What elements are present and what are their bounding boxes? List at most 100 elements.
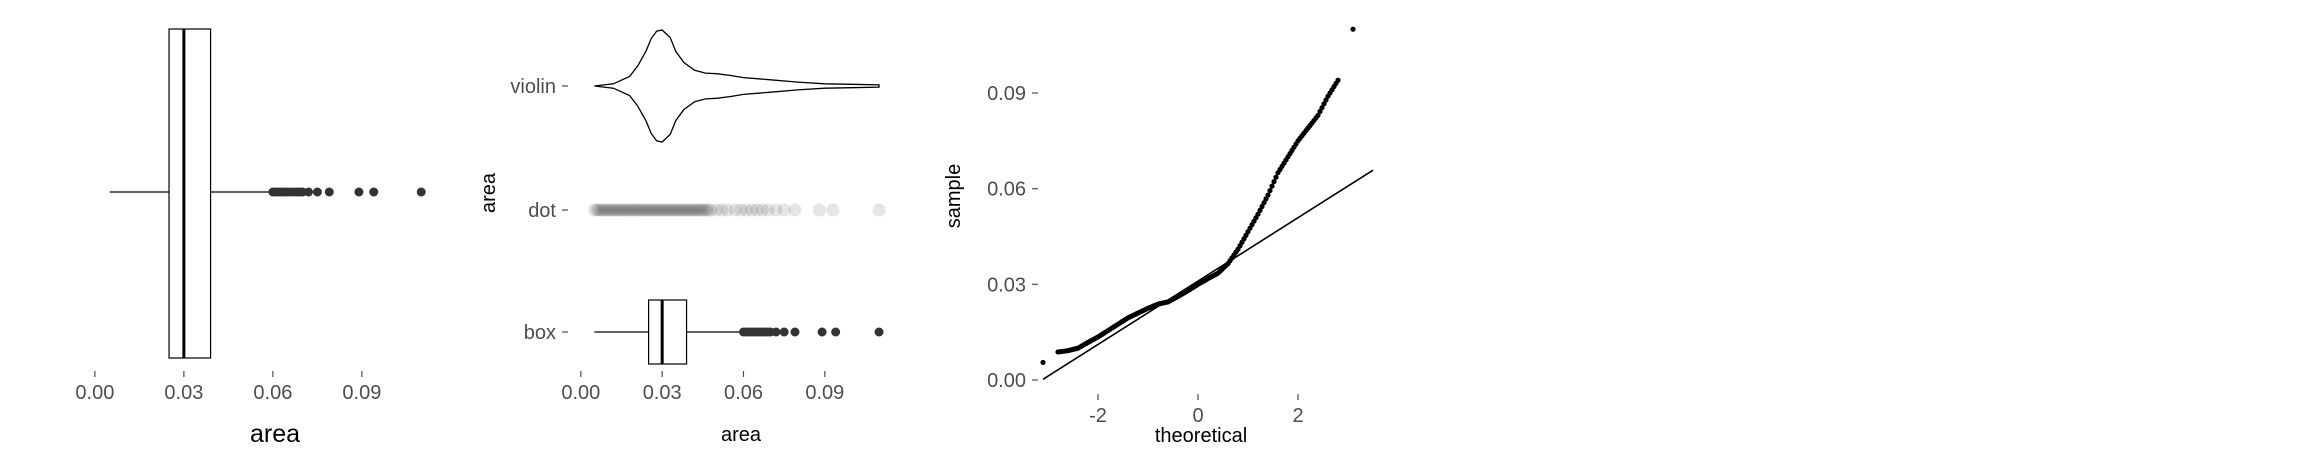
dot-point: [633, 203, 647, 217]
dot-point: [688, 203, 702, 217]
dot-point: [594, 203, 608, 217]
dot-point: [665, 203, 679, 217]
outlier-point: [779, 327, 789, 337]
x-tick-label: 0.00: [561, 382, 600, 404]
dot-point: [690, 203, 704, 217]
dot-point: [670, 203, 684, 217]
outlier-point: [790, 327, 800, 337]
outlier-point: [831, 327, 841, 337]
dot-point: [610, 203, 624, 217]
qq-point: [1317, 108, 1323, 115]
qq-point: [1319, 105, 1325, 111]
x-axis-label: area: [250, 420, 300, 448]
dot-point: [761, 203, 775, 217]
qq-point: [1269, 183, 1275, 189]
dot-point: [626, 203, 640, 217]
x-tick-label: 0.06: [724, 382, 763, 404]
x-tick-label: 0: [1192, 405, 1203, 427]
dot-point: [662, 203, 676, 217]
dot-point: [680, 203, 694, 217]
x-tick-label: 0.09: [342, 382, 381, 404]
dot-point: [685, 203, 699, 217]
dot-point: [623, 203, 637, 217]
dot-point: [617, 203, 631, 217]
dot-point: [618, 203, 632, 217]
qq-point: [1273, 174, 1279, 180]
dot-point: [592, 203, 606, 217]
box-iqr: [168, 28, 212, 359]
boxplot-panel: 0.00 0.03 0.06 0.09 area: [75, 28, 426, 448]
qq-point: [1259, 203, 1265, 210]
box-iqr: [648, 299, 688, 365]
x-tick-label: 2: [1292, 405, 1303, 427]
dot-point: [612, 203, 626, 217]
dot-point: [698, 203, 712, 217]
dot-point: [591, 203, 605, 217]
y-tick-label: 0.03: [987, 274, 1026, 296]
dot-point: [812, 203, 826, 217]
comparison-panel: violin dot box area 0.00 0.03 0.06 0.09 area: [478, 29, 886, 446]
dot-point: [696, 203, 710, 217]
dot-point: [728, 203, 742, 217]
outlier-point: [312, 187, 322, 197]
outlier-point: [354, 187, 364, 197]
dot-point: [687, 203, 701, 217]
y-tick-label: 0.00: [987, 370, 1026, 392]
x-tick-label: 0.03: [164, 382, 203, 404]
qq-point: [1265, 192, 1271, 198]
dot-point: [704, 203, 718, 217]
dot-point: [648, 203, 662, 217]
dot-point: [615, 203, 629, 217]
outlier-point: [416, 187, 426, 197]
dot-point: [597, 203, 611, 217]
qq-point: [1315, 112, 1321, 118]
dot-point: [700, 203, 714, 217]
dot-point: [709, 203, 723, 217]
dot-point: [622, 203, 636, 217]
x-tick-label: 0.06: [253, 382, 292, 404]
outlier-point: [874, 327, 884, 337]
dot-point: [636, 203, 650, 217]
dot-point: [638, 203, 652, 217]
qq-point: [1040, 359, 1046, 366]
qq-point: [1267, 187, 1273, 194]
dot-point: [657, 203, 671, 217]
dot-point: [691, 203, 705, 217]
y-tick-label: 0.09: [987, 83, 1026, 105]
y-tick-label-box: box: [524, 322, 556, 344]
dot-point: [589, 203, 603, 217]
outlier-point: [369, 187, 379, 197]
dot-point: [639, 203, 653, 217]
qq-point: [1323, 97, 1329, 103]
qq-point: [1263, 196, 1269, 202]
dot-point: [777, 203, 791, 217]
x-tick-label: 0.03: [643, 382, 682, 404]
dot-point: [734, 203, 748, 217]
dot-point: [659, 203, 673, 217]
reference-line: [1042, 169, 1374, 381]
dot-point: [596, 203, 610, 217]
dot-point: [652, 203, 666, 217]
dot-point: [620, 203, 634, 217]
dot-point: [613, 203, 627, 217]
dot-point: [656, 203, 670, 217]
violin-shape: [594, 29, 880, 143]
dot-point: [661, 203, 675, 217]
qq-point: [1350, 26, 1356, 32]
dot-point: [682, 203, 696, 217]
y-axis-label: area: [478, 172, 500, 213]
outlier-point: [817, 327, 827, 337]
dot-point: [644, 203, 658, 217]
dot-point: [739, 203, 753, 217]
dot-point: [674, 203, 688, 217]
dot-point: [675, 203, 689, 217]
dot-point: [602, 203, 616, 217]
dot-point: [649, 203, 663, 217]
qq-point: [1335, 77, 1341, 83]
y-tick-label: 0.06: [987, 179, 1026, 201]
dot-point: [635, 203, 649, 217]
dot-point: [672, 203, 686, 217]
qq-point: [1257, 207, 1263, 213]
x-tick-label: 0.00: [75, 382, 114, 404]
dot-point: [826, 203, 840, 217]
